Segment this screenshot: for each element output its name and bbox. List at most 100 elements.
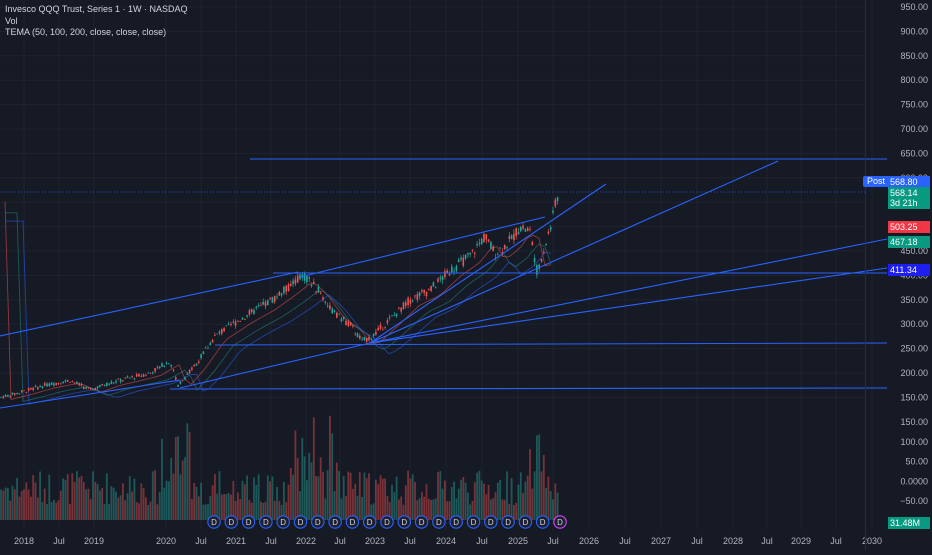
symbol-title[interactable]: Invesco QQQ Trust, Series 1 · 1W · NASDA…: [5, 4, 188, 14]
tema-indicator-label[interactable]: TEMA (50, 100, 200, close, close, close): [5, 27, 167, 37]
candle-body: [267, 300, 269, 306]
volume-bar: [27, 489, 30, 520]
dividend-marker[interactable]: [380, 515, 394, 529]
candle-body: [425, 291, 428, 297]
candle-body: [161, 363, 163, 367]
dividend-marker[interactable]: [449, 515, 463, 529]
volume-bar: [78, 477, 81, 520]
volume-bar: [204, 504, 207, 520]
dividend-marker[interactable]: [535, 515, 550, 529]
candle-body: [460, 257, 462, 260]
candle-body: [478, 243, 481, 244]
dividend-marker[interactable]: [397, 515, 412, 529]
dividend-marker-label: D: [419, 518, 425, 527]
volume-bar: [18, 496, 21, 520]
trendline[interactable]: [169, 387, 888, 390]
volume-bar: [105, 473, 108, 520]
volume-scale-label: 0.0000: [900, 476, 928, 486]
volume-bar: [13, 489, 16, 520]
volume-bar: [531, 488, 534, 520]
candle-body: [94, 388, 97, 391]
dividend-marker[interactable]: [432, 515, 446, 529]
volume-bar: [492, 498, 495, 520]
volume-bar: [370, 504, 373, 520]
dividend-marker[interactable]: [276, 515, 290, 529]
candle-body: [262, 301, 264, 305]
volume-bar: [207, 504, 209, 520]
candle-body: [119, 379, 122, 382]
trendline[interactable]: [179, 342, 371, 389]
volume-bar: [246, 475, 248, 520]
volume-bar: [53, 499, 55, 520]
volume-bar: [478, 470, 481, 520]
volume-bar: [384, 478, 386, 520]
volume-bar: [69, 503, 71, 520]
volume-bar: [315, 475, 317, 520]
trendline[interactable]: [0, 379, 181, 409]
candle-body: [485, 234, 488, 240]
trendline[interactable]: [369, 183, 607, 344]
volume-bar: [411, 474, 414, 520]
dividend-marker[interactable]: [362, 515, 377, 529]
volume-bar: [260, 501, 262, 520]
volume-bar: [23, 489, 25, 520]
candle-body: [352, 325, 354, 327]
dividend-marker[interactable]: [501, 515, 515, 529]
candle-body: [255, 306, 258, 309]
candle-body: [269, 298, 271, 300]
volume-bar: [202, 504, 205, 520]
time-label: 2022: [296, 536, 316, 546]
candle-body: [391, 315, 393, 317]
volume-bar: [50, 502, 53, 520]
dividend-marker[interactable]: [207, 515, 221, 529]
candle-body: [292, 280, 294, 285]
volume-bar: [400, 496, 403, 520]
volume-bar: [533, 471, 536, 520]
trendline[interactable]: [299, 216, 546, 278]
dividend-marker[interactable]: [259, 515, 273, 529]
dividend-marker[interactable]: [241, 515, 256, 529]
candle-body: [163, 365, 166, 367]
candle-body: [423, 289, 425, 293]
dividend-marker[interactable]: [328, 515, 342, 529]
candle-body: [315, 291, 317, 292]
candle-body: [55, 383, 57, 385]
candle-body: [513, 233, 515, 241]
candle-body: [147, 372, 149, 374]
trendline[interactable]: [369, 238, 888, 344]
trendline[interactable]: [0, 271, 299, 337]
grid: [0, 0, 873, 530]
candle-body: [53, 383, 55, 386]
volume-bar: [552, 499, 554, 520]
candle-body: [418, 292, 421, 297]
dividend-marker[interactable]: [311, 515, 325, 529]
dividend-marker[interactable]: [345, 515, 360, 529]
trendline[interactable]: [369, 160, 779, 344]
dividend-marker[interactable]: [414, 515, 429, 529]
dividend-marker[interactable]: [484, 515, 498, 529]
trendline[interactable]: [369, 267, 888, 344]
dividend-marker[interactable]: [224, 515, 239, 529]
volume-bar: [490, 499, 492, 520]
volume-scale-label: −50.00: [900, 496, 928, 506]
candle-body: [306, 275, 308, 283]
candle-body: [273, 296, 276, 302]
candle-body: [308, 277, 310, 279]
volume-bar: [112, 487, 115, 520]
trendline[interactable]: [214, 342, 888, 346]
dividend-marker[interactable]: [553, 515, 567, 529]
price-label: 200.00: [900, 368, 928, 378]
volume-bar: [427, 498, 430, 520]
volume-bar: [119, 495, 122, 520]
volume-bar: [9, 500, 12, 520]
drawn-trendlines[interactable]: [0, 158, 888, 409]
candle-body: [363, 336, 366, 341]
dividend-marker[interactable]: [466, 515, 481, 529]
dividend-marker[interactable]: [293, 515, 308, 529]
dividend-marker[interactable]: [518, 515, 533, 529]
volume-indicator-label[interactable]: Vol: [5, 15, 18, 26]
candle-body: [223, 328, 225, 332]
volume-bar: [501, 499, 504, 520]
